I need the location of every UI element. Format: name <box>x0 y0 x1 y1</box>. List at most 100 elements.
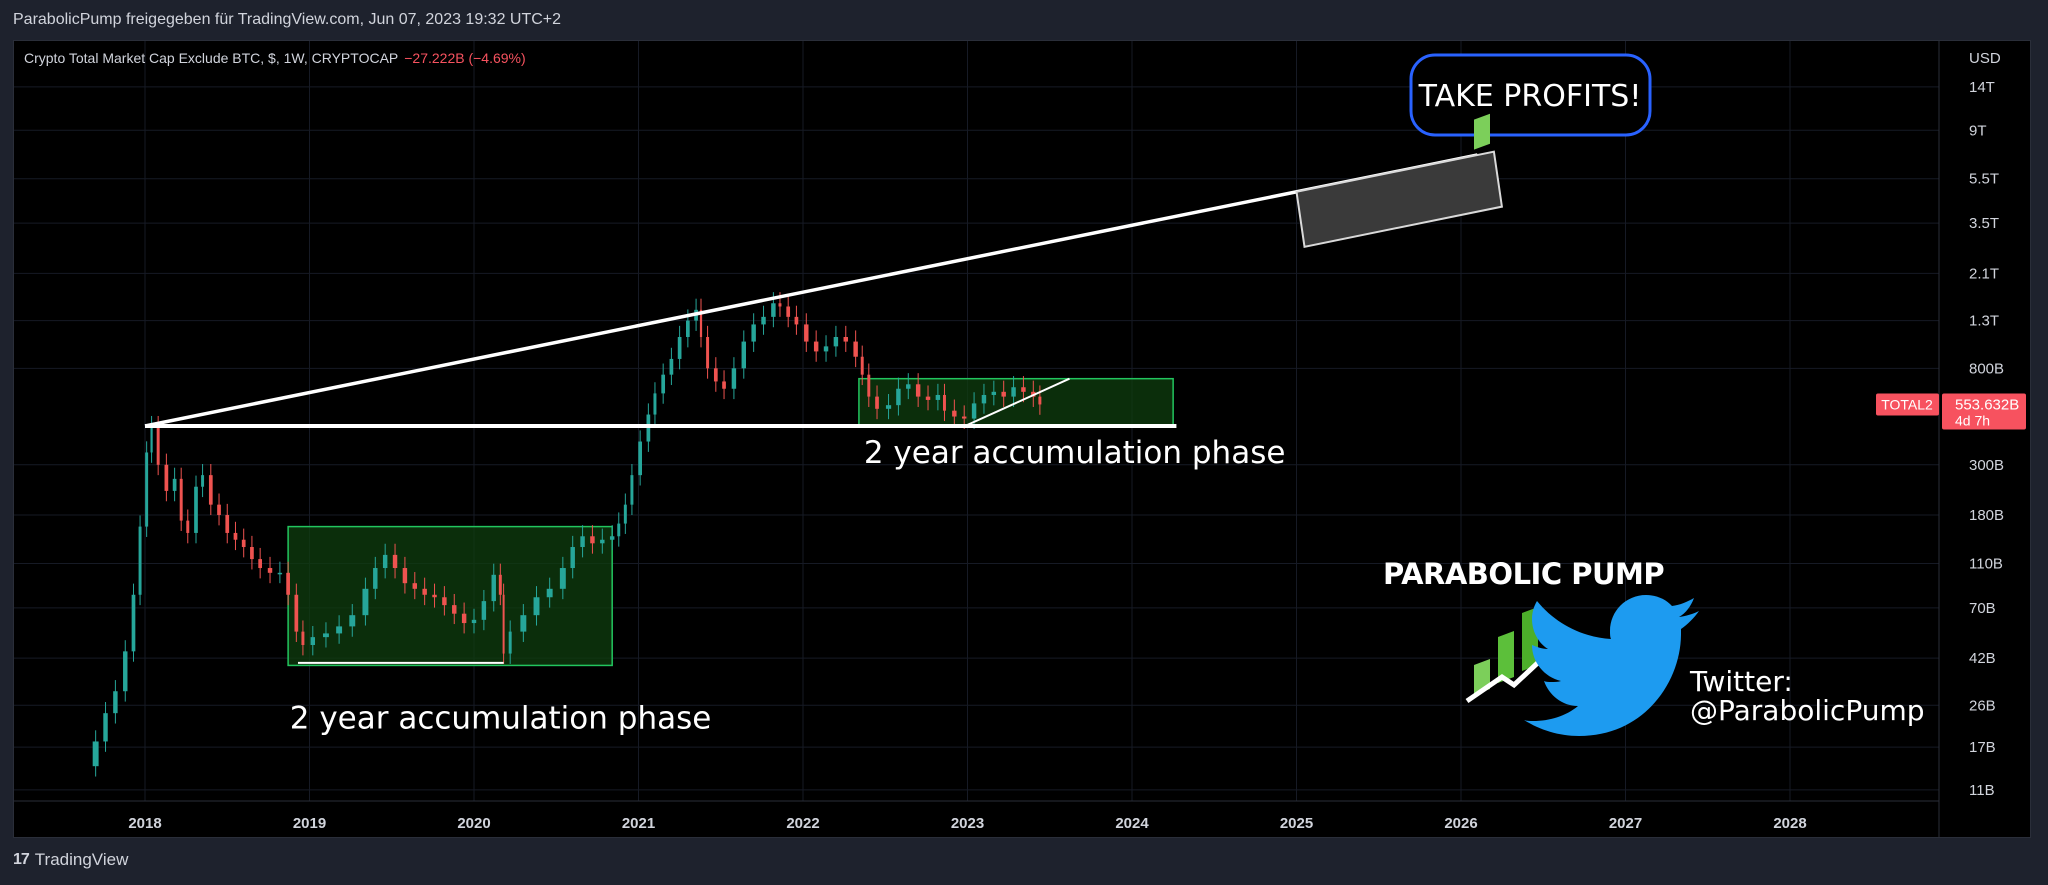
candle-body <box>570 547 575 569</box>
candle-body <box>867 374 871 397</box>
candle-body <box>373 568 378 589</box>
candle-body <box>761 316 766 325</box>
time-tick-label: 2021 <box>622 815 655 832</box>
candle-body <box>925 396 931 400</box>
short-trend-line <box>967 377 1070 426</box>
candle-body <box>349 615 356 627</box>
twitter-handle: @ParabolicPump <box>1690 694 1925 727</box>
candle-body <box>646 414 651 442</box>
footer-brand[interactable]: TradingView <box>34 850 129 869</box>
candle-body <box>699 309 703 337</box>
candle-body <box>138 526 142 595</box>
candle-body <box>1011 387 1016 397</box>
candle-body <box>786 306 791 317</box>
price-chart[interactable]: USD 14T 9T 5.5T 3.5T 2.1T 1.3T 800B 300B 180B 110B… <box>14 41 2030 837</box>
candles <box>92 292 1042 777</box>
candle-body <box>804 324 809 342</box>
price-tick-label: 14T <box>1969 79 1995 96</box>
target-zone-box <box>1295 150 1504 248</box>
candle-body <box>508 631 512 654</box>
price-tick-label: 9T <box>1969 122 1987 139</box>
price-tick-label: 5.5T <box>1969 171 1999 188</box>
accumulation-box-2019 <box>287 525 613 667</box>
candle-body <box>362 588 369 616</box>
candle-body <box>520 615 527 632</box>
candle-body <box>225 515 230 533</box>
candle-body <box>156 427 160 465</box>
candle-body <box>502 594 505 654</box>
candle-body <box>546 588 553 598</box>
price-tick-label: 26B <box>1969 697 1996 714</box>
last-price-value: 553.632B <box>1955 396 2019 413</box>
candle-body <box>186 520 190 533</box>
time-axis-labels: 2018 2019 2020 2021 2022 2023 2024 2025 2026 2027… <box>128 815 1806 832</box>
candle-body <box>179 478 183 521</box>
price-tick-label: 1.3T <box>1969 313 1999 330</box>
price-change: −27.222B (−4.69%) <box>404 50 526 66</box>
price-axis-unit: USD <box>1969 50 2001 67</box>
candle-body <box>823 346 829 352</box>
accumulation-label-1: 2 year accumulation phase <box>290 701 712 737</box>
candle-body <box>731 368 737 389</box>
candle-body <box>794 316 799 325</box>
candle-body <box>942 394 946 411</box>
take-profits-text: TAKE PROFITS! <box>1418 79 1642 114</box>
candle-body <box>617 523 621 537</box>
candle-body <box>103 713 108 742</box>
time-tick-label: 2025 <box>1280 815 1313 832</box>
candle-body <box>669 358 674 375</box>
candle-body <box>915 384 921 397</box>
logo-arrow <box>1465 641 1561 704</box>
chart-panel[interactable]: USD 14T 9T 5.5T 3.5T 2.1T 1.3T 800B 300B 180B 110B… <box>13 40 2031 838</box>
candle-body <box>392 554 398 569</box>
candle-body <box>164 464 169 491</box>
candle-body <box>402 568 408 584</box>
twitter-bird-icon <box>1524 595 1699 736</box>
candle-body <box>322 633 329 638</box>
time-tick-label: 2022 <box>786 815 819 832</box>
candle-body <box>241 539 246 548</box>
candle-body <box>145 452 149 527</box>
candle-body <box>600 539 605 544</box>
price-tick-label: 42B <box>1969 650 1996 667</box>
candle-body <box>172 478 177 491</box>
price-tick-label: 70B <box>1969 600 1996 617</box>
candle-body <box>498 574 502 595</box>
candle-body <box>481 601 487 620</box>
candle-body <box>432 594 437 598</box>
candle-body <box>685 320 690 337</box>
brand-name: PARABOLIC PUMP <box>1383 557 1664 591</box>
candle-body <box>461 613 467 624</box>
candle-body <box>113 691 118 714</box>
candle-body <box>580 536 585 548</box>
candle-body <box>952 410 957 417</box>
candle-body <box>150 427 153 453</box>
tradingview-logo-icon: 17 <box>13 851 30 868</box>
candle-body <box>1021 387 1026 392</box>
candle-body <box>741 341 747 369</box>
candle-body <box>286 572 290 595</box>
symbol-tag <box>1876 393 1939 416</box>
candle-body <box>751 324 756 342</box>
candle-body <box>971 403 977 419</box>
candle-body <box>123 651 128 692</box>
accumulation-label-2: 2 year accumulation phase <box>864 435 1286 471</box>
twitter-bird-shape <box>1524 595 1699 736</box>
candle-body <box>491 574 496 602</box>
candle-body <box>310 637 316 646</box>
candle-body <box>194 486 198 533</box>
time-tick-label: 2019 <box>293 815 326 832</box>
candle-body <box>778 303 782 307</box>
take-profits-callout <box>1409 53 1652 137</box>
candle-body <box>1038 396 1042 405</box>
top-bar: ParabolicPump freigegeben für TradingVie… <box>0 0 2048 40</box>
candle-body <box>422 588 427 595</box>
candle-body <box>860 356 864 375</box>
candle-body <box>906 384 911 389</box>
candle-body <box>833 336 839 347</box>
candle-body <box>412 583 418 589</box>
symbol-tag-label: TOTAL2 <box>1881 396 1933 412</box>
bar-countdown: 4d 7h <box>1955 412 1990 428</box>
time-tick-label: 2027 <box>1609 815 1642 832</box>
candle-body <box>706 336 710 369</box>
